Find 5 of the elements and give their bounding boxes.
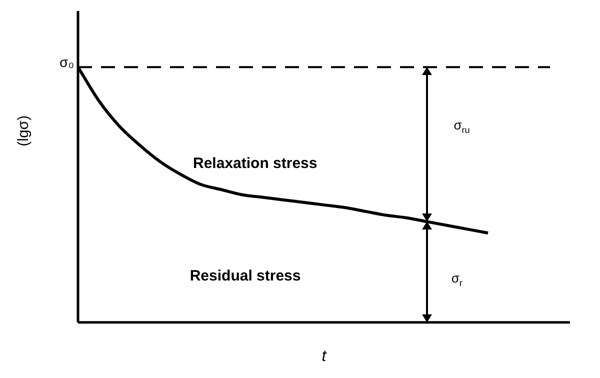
x-axis-title: t xyxy=(322,348,327,365)
annotation: Residual stress xyxy=(190,268,301,285)
annotation: Relaxation stress xyxy=(193,155,318,172)
y-axis-title: (lgσ) xyxy=(15,115,32,146)
ref-line-label: σ₀ xyxy=(60,54,74,70)
